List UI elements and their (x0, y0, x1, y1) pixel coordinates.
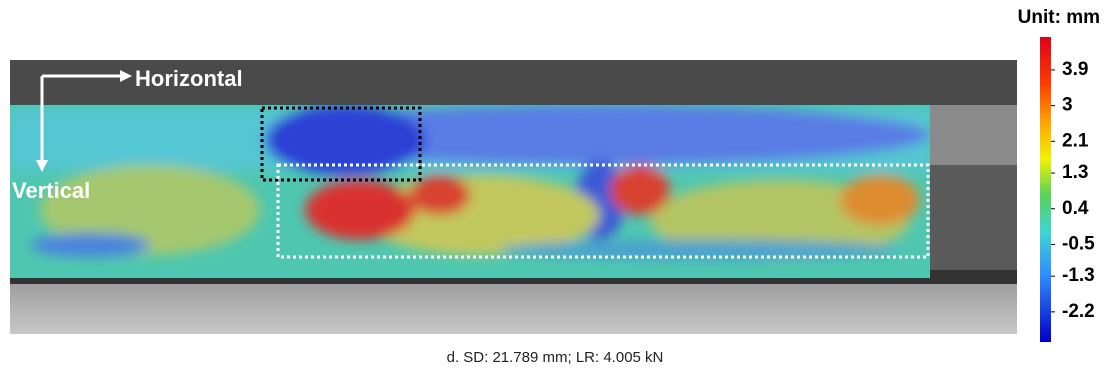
colorbar-tick-label: 1.3 (1062, 162, 1088, 183)
colorbar-tick-label: 0.4 (1062, 198, 1089, 219)
colorbar-tick-label: -2.2 (1062, 301, 1095, 322)
unit-label: Unit: mm (1018, 7, 1100, 28)
colorbar-tick-label: 3.9 (1062, 59, 1088, 80)
caption: d. SD: 21.789 mm; LR: 4.005 kN (447, 349, 664, 366)
highlight-box (260, 106, 422, 182)
annotation: Horizontal (135, 66, 243, 91)
colorbar (1040, 37, 1051, 342)
colorbar-tick-label: 3 (1062, 95, 1073, 116)
colorbar-tick-label: 2.1 (1062, 130, 1089, 151)
displacement-overlay (10, 105, 930, 278)
direction-arrows (36, 70, 132, 172)
annotation: Vertical (12, 178, 90, 203)
colorbar-tick-label: -0.5 (1062, 233, 1095, 254)
colorbar-tick-label: -1.3 (1062, 265, 1095, 286)
highlight-box (276, 163, 930, 259)
